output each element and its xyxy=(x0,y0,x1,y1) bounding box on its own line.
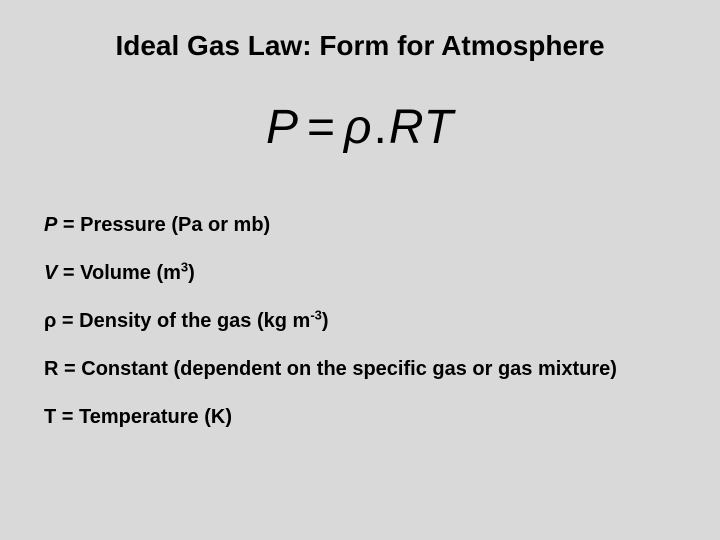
def-eq: = xyxy=(56,406,79,428)
definitions-list: P = Pressure (Pa or mb) V = Volume (m3) … xyxy=(42,213,678,429)
def-symbol: P xyxy=(44,214,57,236)
def-desc-post: ) xyxy=(322,310,329,332)
definition-P: P = Pressure (Pa or mb) xyxy=(44,213,678,237)
definition-rho: ρ = Density of the gas (kg m-3) xyxy=(44,309,678,333)
def-sup: -3 xyxy=(310,307,322,322)
def-desc: Temperature (K) xyxy=(79,406,232,428)
def-symbol: V xyxy=(44,262,57,284)
equation-R: R xyxy=(389,101,424,154)
def-eq: = xyxy=(57,214,80,236)
def-eq: = xyxy=(58,358,81,380)
equation-rho: ρ xyxy=(344,101,373,154)
equation: P=ρ.RT xyxy=(42,100,678,155)
equation-P: P xyxy=(266,101,299,154)
definition-V: V = Volume (m3) xyxy=(44,261,678,285)
def-desc: Constant (dependent on the specific gas … xyxy=(81,358,617,380)
def-desc-post: ) xyxy=(188,262,195,284)
def-eq: = xyxy=(57,262,80,284)
def-symbol: R xyxy=(44,358,58,380)
equation-T: T xyxy=(424,101,454,154)
def-desc-pre: Volume (m xyxy=(80,262,181,284)
definition-R: R = Constant (dependent on the specific … xyxy=(44,357,678,381)
def-eq: = xyxy=(56,310,79,332)
equation-dot: . xyxy=(374,101,388,154)
def-symbol: ρ xyxy=(44,310,56,332)
def-symbol: T xyxy=(44,406,56,428)
definition-T: T = Temperature (K) xyxy=(44,405,678,429)
def-desc: Pressure (Pa or mb) xyxy=(80,214,270,236)
equation-equals: = xyxy=(307,101,336,154)
def-desc-pre: Density of the gas (kg m xyxy=(79,310,310,332)
slide-title: Ideal Gas Law: Form for Atmosphere xyxy=(42,30,678,62)
